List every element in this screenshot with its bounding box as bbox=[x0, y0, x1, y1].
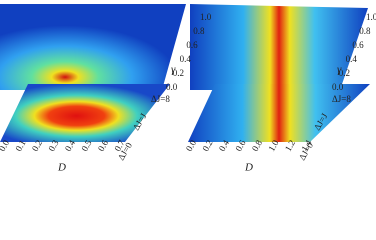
tick-label: 0.4 bbox=[180, 54, 192, 64]
axis-label: D bbox=[244, 162, 253, 174]
tick-label: 0.0 bbox=[332, 82, 344, 92]
tick-label: ΔJ=8 bbox=[151, 94, 170, 104]
tick-label: 0.2 bbox=[173, 68, 184, 78]
axis-label: D bbox=[57, 162, 66, 174]
tick-label: 0.6 bbox=[186, 40, 198, 50]
tick-label: 0.2 bbox=[30, 138, 44, 153]
tick-label: 1.0 bbox=[366, 12, 376, 22]
tick-label: 0.0 bbox=[166, 82, 178, 92]
surface bbox=[190, 4, 368, 90]
surface bbox=[0, 84, 170, 142]
tick-label: 0.4 bbox=[346, 54, 358, 64]
tick-label: 0.1 bbox=[13, 138, 27, 153]
figure: 0.00.20.40.60.81.0γ0.00.20.40.60.81.0γ0.… bbox=[0, 4, 376, 174]
tick-label: 0.6 bbox=[352, 40, 364, 50]
tick-label: 0.8 bbox=[193, 26, 205, 36]
surface bbox=[188, 84, 370, 142]
surface bbox=[0, 4, 186, 90]
tick-label: 1.0 bbox=[200, 12, 212, 22]
tick-label: 0.0 bbox=[0, 138, 11, 153]
tick-label: ΔJ=8 bbox=[332, 94, 351, 104]
axis-label: γ bbox=[337, 64, 342, 76]
tick-label: 1.2 bbox=[283, 138, 297, 153]
axis-label: γ bbox=[171, 64, 176, 76]
tick-label: 0.2 bbox=[200, 138, 214, 153]
tick-label: 0.8 bbox=[359, 26, 371, 36]
tick-label: 0.2 bbox=[339, 68, 350, 78]
